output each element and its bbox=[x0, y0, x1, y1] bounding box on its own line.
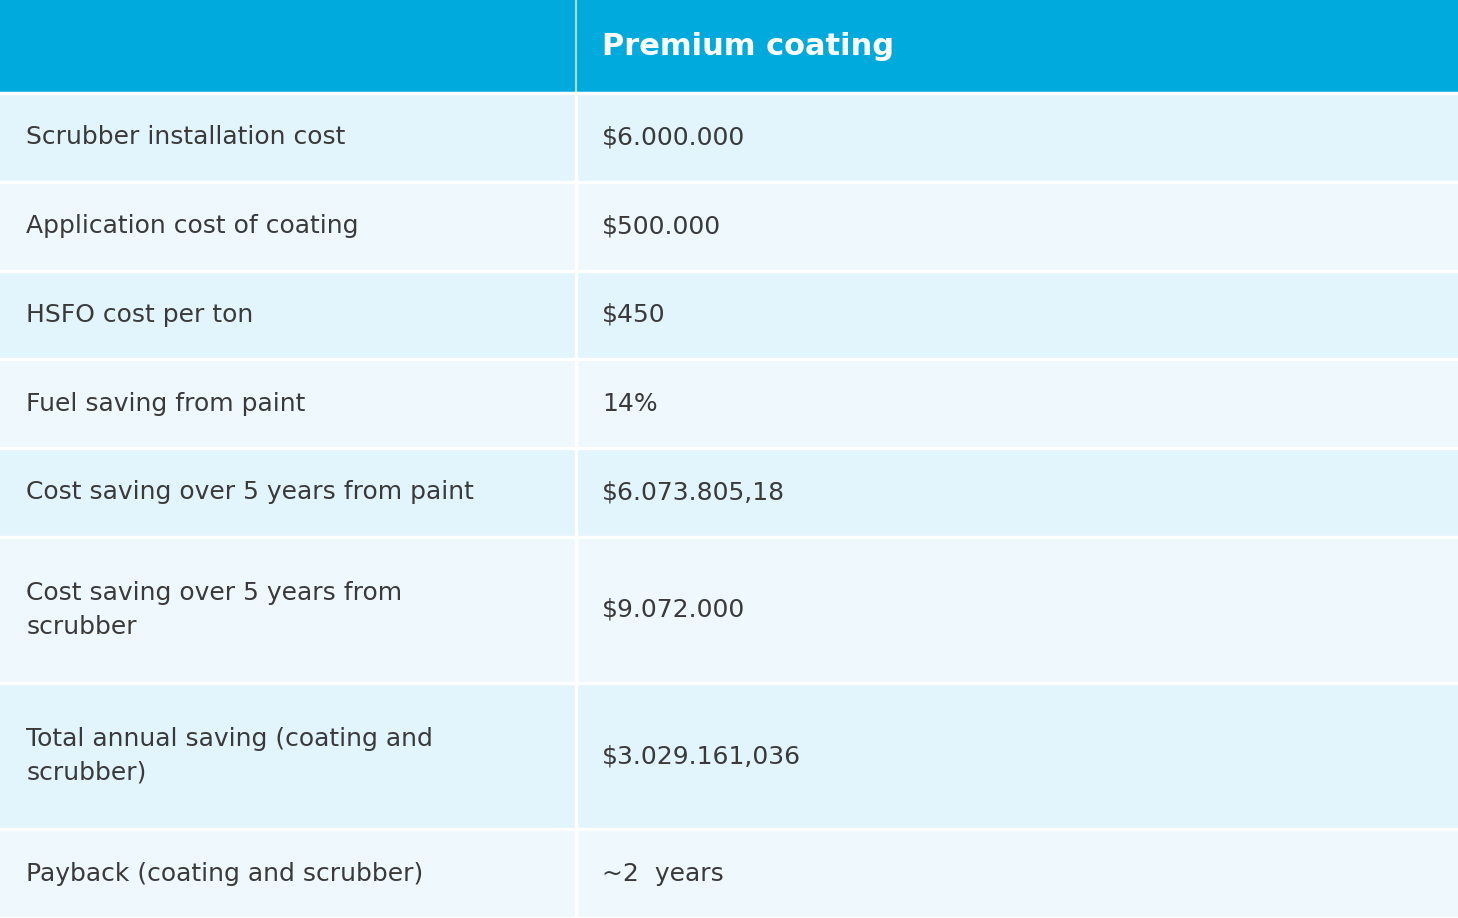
Text: HSFO cost per ton: HSFO cost per ton bbox=[26, 303, 254, 327]
Text: ~2  years: ~2 years bbox=[602, 862, 725, 886]
FancyBboxPatch shape bbox=[0, 537, 1458, 683]
FancyBboxPatch shape bbox=[0, 93, 1458, 182]
Text: Scrubber installation cost: Scrubber installation cost bbox=[26, 126, 346, 150]
FancyBboxPatch shape bbox=[0, 271, 1458, 359]
Text: $6.073.805,18: $6.073.805,18 bbox=[602, 480, 786, 504]
FancyBboxPatch shape bbox=[0, 683, 1458, 829]
Text: Total annual saving (coating and
scrubber): Total annual saving (coating and scrubbe… bbox=[26, 727, 433, 785]
Text: $3.029.161,036: $3.029.161,036 bbox=[602, 744, 802, 768]
Text: Fuel saving from paint: Fuel saving from paint bbox=[26, 392, 306, 416]
Text: Cost saving over 5 years from
scrubber: Cost saving over 5 years from scrubber bbox=[26, 581, 402, 639]
Text: Application cost of coating: Application cost of coating bbox=[26, 214, 359, 238]
FancyBboxPatch shape bbox=[0, 829, 1458, 918]
Text: $9.072.000: $9.072.000 bbox=[602, 598, 745, 621]
Text: $450: $450 bbox=[602, 303, 666, 327]
FancyBboxPatch shape bbox=[0, 0, 1458, 93]
Text: Payback (coating and scrubber): Payback (coating and scrubber) bbox=[26, 862, 423, 886]
Text: $500.000: $500.000 bbox=[602, 214, 722, 238]
Text: 14%: 14% bbox=[602, 392, 658, 416]
Text: Premium coating: Premium coating bbox=[602, 32, 894, 62]
FancyBboxPatch shape bbox=[0, 182, 1458, 271]
FancyBboxPatch shape bbox=[0, 359, 1458, 448]
Text: Cost saving over 5 years from paint: Cost saving over 5 years from paint bbox=[26, 480, 474, 504]
Text: $6.000.000: $6.000.000 bbox=[602, 126, 745, 150]
FancyBboxPatch shape bbox=[0, 448, 1458, 537]
